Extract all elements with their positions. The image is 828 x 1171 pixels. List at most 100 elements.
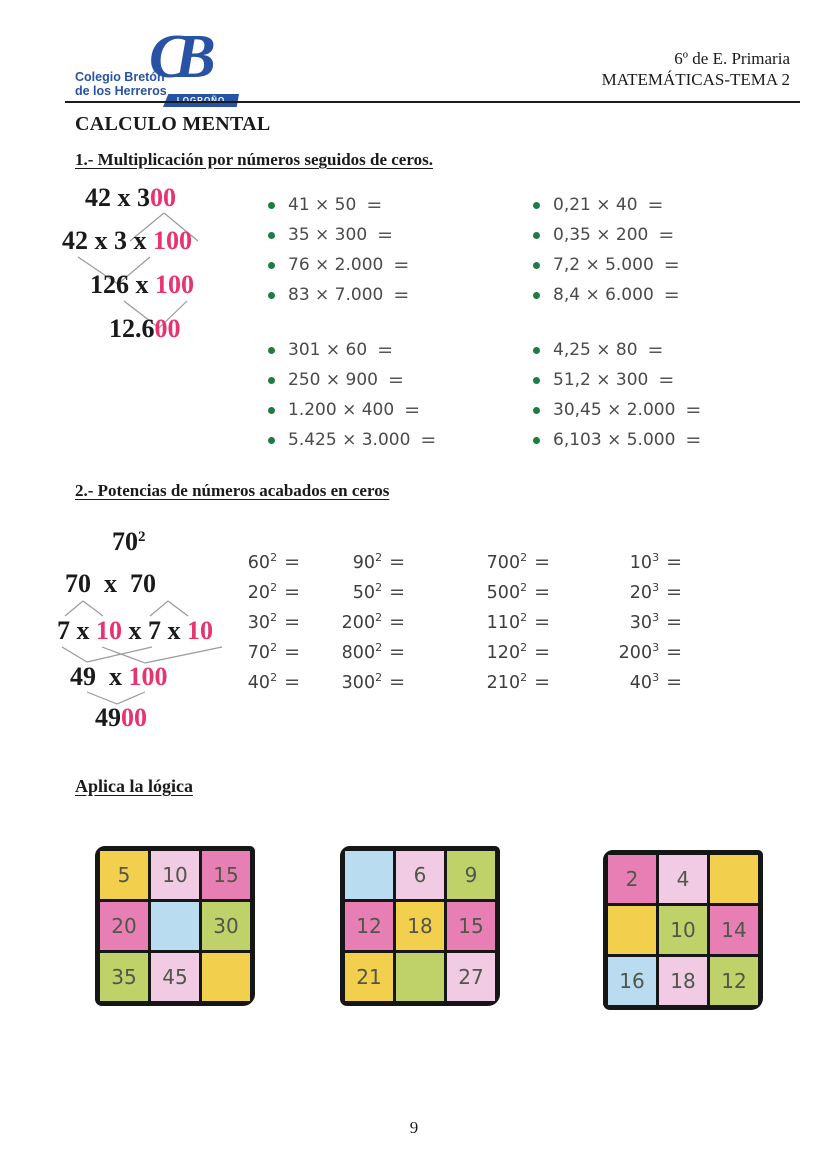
power-exercise: 7002 = — [450, 551, 550, 581]
grid-cell: 18 — [396, 902, 444, 950]
power-exponent: 2 — [375, 611, 383, 625]
power-exercise: 2003 = — [585, 641, 682, 671]
bullet-icon — [533, 436, 540, 444]
equals-sign: = — [666, 641, 682, 663]
equals-sign: = — [366, 194, 383, 216]
power-base: 30 — [247, 613, 271, 633]
exercise-row: 7,2 × 5.000 = — [533, 250, 783, 280]
grid-cell: 2 — [608, 855, 656, 903]
power-exercise: 203 = — [585, 581, 682, 611]
grid-cell: 4 — [659, 855, 707, 903]
grid-cell: 5 — [100, 851, 148, 899]
header-course: 6º de E. Primaria — [674, 49, 790, 68]
step-black: 70 x 70 — [65, 569, 156, 598]
exercise-row: 35 × 300 = — [268, 220, 518, 250]
step-black: 42 x 3 x — [62, 226, 153, 255]
exercise-row: 6,103 × 5.000 = — [533, 425, 783, 455]
bullet-icon — [533, 261, 540, 269]
logo-banner: LOGROÑO — [163, 94, 239, 107]
equals-sign: = — [284, 671, 300, 693]
grid-cell-value: 5 — [117, 863, 131, 887]
exercise-row: 1.200 × 400 = — [268, 395, 518, 425]
power-exercise: 202 = — [228, 581, 300, 611]
power-base: 110 — [486, 613, 521, 633]
grid-cell-value: 6 — [413, 863, 427, 887]
exercise-expression: 30,45 × 2.000 — [553, 400, 676, 420]
step-pink: 100 — [128, 662, 168, 691]
grid-cell-value: 10 — [162, 863, 188, 887]
exercise-column-2: 0,21 × 40 = 0,35 × 200 = 7,2 × 5.000 = 8… — [533, 190, 783, 455]
exercise-group: 0,21 × 40 = 0,35 × 200 = 7,2 × 5.000 = 8… — [533, 190, 783, 310]
grid-cell-value: 27 — [458, 965, 484, 989]
power-exercise: 3002 = — [305, 671, 405, 701]
bullet-icon — [533, 376, 540, 384]
equals-sign: = — [666, 551, 682, 573]
logic-grid-3: 2 4 10 14 16 18 12 — [603, 850, 763, 1010]
example-step: 4900 — [95, 705, 147, 731]
power-exercise: 502 = — [305, 581, 405, 611]
step-exponent: 2 — [138, 529, 146, 545]
power-base: 210 — [486, 673, 521, 693]
example-step: 70 x 70 — [65, 571, 156, 597]
exercise-row: 76 × 2.000 = — [268, 250, 518, 280]
grid-cell: 14 — [710, 906, 758, 954]
power-base: 200 — [341, 613, 376, 633]
exercise-row: 41 × 50 = — [268, 190, 518, 220]
exercise-expression: 41 × 50 — [288, 195, 357, 215]
power-base: 90 — [352, 553, 376, 573]
power-exercise: 302 = — [228, 611, 300, 641]
bullet-icon — [268, 436, 275, 444]
step-black: 126 x — [90, 270, 155, 299]
power-exponent: 2 — [270, 671, 278, 685]
exercise-column-1: 41 × 50 = 35 × 300 = 76 × 2.000 = 83 × 7… — [268, 190, 518, 455]
step-black: 49 x — [70, 662, 129, 691]
grid-cell: 21 — [345, 953, 393, 1001]
equals-sign: = — [666, 611, 682, 633]
power-base: 20 — [629, 583, 653, 603]
equals-sign: = — [647, 339, 664, 361]
step-pink: 100 — [155, 270, 194, 299]
power-exercise: 902 = — [305, 551, 405, 581]
power-base: 10 — [629, 553, 653, 573]
bullet-icon — [268, 291, 275, 299]
grid-cell-value: 30 — [213, 914, 239, 938]
power-exponent: 2 — [375, 641, 383, 655]
equals-sign: = — [420, 429, 437, 451]
power-exponent: 2 — [520, 551, 528, 565]
exercise-expression: 35 × 300 — [288, 225, 368, 245]
power-exercise: 1202 = — [450, 641, 550, 671]
power-base: 70 — [247, 643, 271, 663]
header-subject: MATEMÁTICAS-TEMA 2 — [601, 70, 790, 89]
equals-sign: = — [387, 369, 404, 391]
equals-sign: = — [685, 429, 702, 451]
equals-sign: = — [284, 551, 300, 573]
equals-sign: = — [534, 641, 550, 663]
power-base: 300 — [341, 673, 376, 693]
logic-grid-2: 6 9 12 18 15 21 27 — [340, 846, 500, 1006]
power-exercise: 5002 = — [450, 581, 550, 611]
power-exercise: 402 = — [228, 671, 300, 701]
grid-cell-value: 18 — [670, 969, 696, 993]
grid-cell-value: 10 — [670, 918, 696, 942]
equals-sign: = — [534, 581, 550, 603]
exercise-expression: 301 × 60 — [288, 340, 368, 360]
equals-sign: = — [389, 671, 405, 693]
bullet-icon — [268, 231, 275, 239]
page-number: 9 — [409, 1118, 419, 1137]
grid-cell-value: 18 — [407, 914, 433, 938]
exercise-expression: 76 × 2.000 — [288, 255, 384, 275]
grid-cell-value: 15 — [213, 863, 239, 887]
step-black: 42 x 3 — [85, 183, 150, 212]
power-exponent: 3 — [652, 611, 660, 625]
powers-column-4: 103 = 203 = 303 = 2003 = 403 = — [585, 551, 682, 701]
power-exponent: 2 — [520, 611, 528, 625]
exercise-expression: 8,4 × 6.000 — [553, 285, 654, 305]
example-step: 49 x 100 — [70, 664, 168, 690]
step-black: 12.6 — [109, 314, 155, 343]
grid-cell: 12 — [710, 957, 758, 1005]
power-base: 120 — [486, 643, 521, 663]
power-base: 60 — [247, 553, 271, 573]
equals-sign: = — [389, 581, 405, 603]
connector-lines — [77, 212, 199, 329]
worked-example-powers: 702 70 x 70 7 x 10 x 7 x 10 49 x 100 490… — [57, 523, 287, 743]
